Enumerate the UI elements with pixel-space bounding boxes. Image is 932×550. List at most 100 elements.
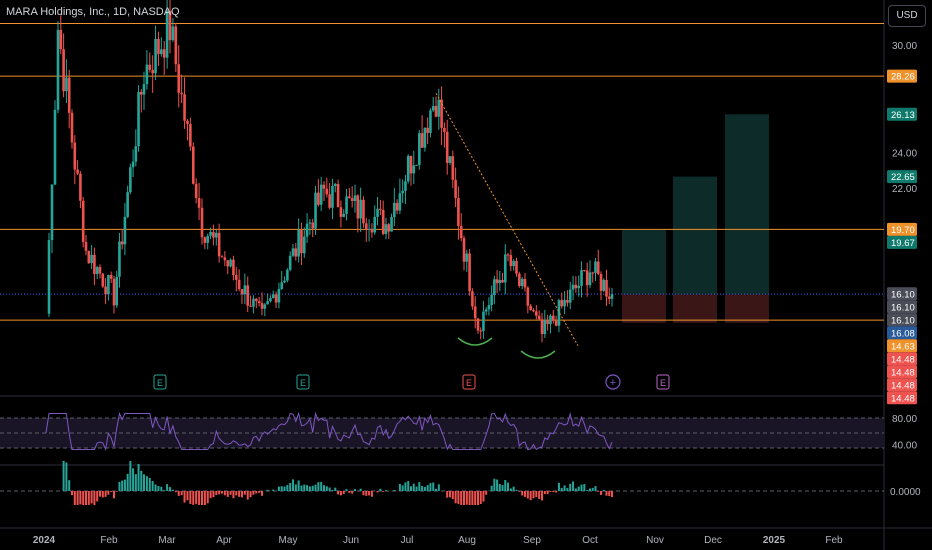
candle	[107, 274, 110, 301]
candle	[288, 251, 292, 272]
candle-body	[588, 272, 592, 286]
price-label: 26.13	[887, 107, 917, 121]
candle	[607, 287, 611, 305]
candle-body	[249, 305, 252, 307]
candle-body	[457, 198, 460, 226]
candle-body	[79, 173, 82, 201]
target-zone	[725, 114, 769, 295]
candle-body	[498, 280, 502, 284]
candle	[319, 176, 323, 212]
price-label-text: 26.13	[891, 110, 915, 121]
macd-bar	[306, 485, 309, 491]
candle	[277, 282, 281, 309]
macd-bar	[365, 491, 368, 496]
candle-body	[518, 273, 521, 286]
macd-bar	[465, 491, 468, 505]
macd-bar	[577, 486, 580, 491]
macd-bar	[586, 490, 589, 491]
candle-body	[462, 238, 466, 262]
candle	[67, 69, 71, 129]
candle	[118, 232, 121, 288]
candle	[62, 33, 65, 98]
macd-bar	[449, 491, 451, 498]
candle	[594, 257, 597, 282]
candle	[47, 232, 51, 318]
candle-body	[543, 320, 547, 334]
candle	[115, 270, 119, 308]
macd-bar	[412, 483, 415, 491]
price-label: 19.67	[887, 235, 917, 249]
macd-bar	[574, 488, 577, 491]
macd-bar	[385, 490, 387, 491]
candle	[406, 154, 410, 184]
price-label: 16.10	[887, 300, 917, 314]
price-label-text: 16.10	[891, 315, 915, 326]
candle-body	[333, 183, 337, 186]
macd-bar	[104, 491, 107, 497]
candle	[484, 307, 488, 316]
candle	[157, 31, 160, 66]
macd-bar	[557, 482, 560, 491]
candle	[197, 182, 201, 220]
candle-body	[596, 261, 600, 274]
candle-body	[415, 164, 418, 166]
macd-bar	[541, 491, 543, 501]
macd-bar	[493, 478, 496, 491]
candle	[246, 276, 250, 313]
candle-body	[297, 229, 300, 257]
candle	[70, 109, 74, 149]
macd-bar	[485, 491, 488, 495]
macd-bar	[552, 491, 555, 493]
candle-body	[350, 198, 354, 202]
candle-body	[362, 199, 365, 224]
candle-body	[237, 279, 241, 290]
currency-button[interactable]: USD	[888, 5, 926, 27]
candle-body	[308, 222, 312, 224]
candle-body	[148, 64, 152, 70]
candle-body	[426, 127, 429, 133]
price-label-bg	[887, 391, 917, 405]
candle	[331, 178, 334, 220]
macd-bar	[71, 491, 73, 496]
macd-bar	[261, 491, 263, 496]
candle	[90, 245, 93, 269]
candle-body	[440, 99, 443, 128]
time-axis-tick: Oct	[582, 535, 598, 546]
candle	[473, 296, 477, 329]
candle	[574, 276, 578, 293]
candle	[81, 196, 85, 248]
candle-body	[109, 274, 113, 279]
candle-body	[566, 299, 569, 303]
price-label-bg	[887, 313, 917, 327]
candle-body	[328, 194, 331, 208]
candle	[376, 196, 379, 226]
candle	[271, 290, 275, 299]
time-axis-tick: 2025	[763, 535, 786, 546]
candle	[560, 292, 564, 309]
candle	[269, 295, 272, 303]
candle	[535, 304, 538, 320]
macd-bar	[354, 489, 356, 491]
candle-body	[577, 285, 581, 289]
candle-body	[493, 279, 496, 295]
candle	[174, 23, 178, 73]
candle-body	[115, 276, 119, 306]
macd-bar	[451, 491, 454, 500]
candle	[126, 185, 129, 219]
candle	[123, 203, 127, 256]
candle-body	[563, 299, 566, 307]
candle-body	[157, 38, 160, 55]
rsi-axis-tick: 40.00	[892, 440, 917, 451]
candle-body	[171, 26, 175, 41]
candle-body	[468, 253, 471, 292]
macd-bar	[504, 480, 507, 491]
macd-bar	[382, 491, 385, 492]
target-zone	[622, 229, 666, 295]
macd-bar	[608, 491, 611, 497]
macd-bar	[283, 486, 286, 491]
price-label: 16.10	[887, 313, 917, 327]
macd-bar	[320, 481, 323, 491]
candle	[356, 194, 360, 233]
candle	[59, 15, 63, 55]
